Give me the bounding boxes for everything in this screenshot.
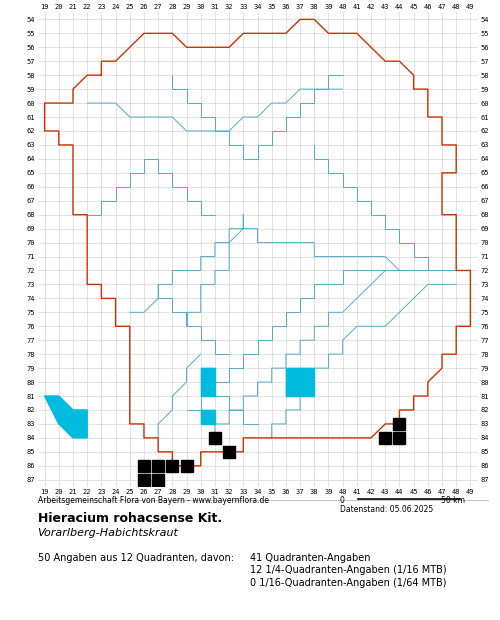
Polygon shape [200,382,215,396]
Bar [180,460,192,472]
Text: Datenstand: 05.06.2025: Datenstand: 05.06.2025 [340,505,433,515]
Text: 50 Angaben aus 12 Quadranten, davon:: 50 Angaben aus 12 Quadranten, davon: [38,553,234,563]
Bar [394,418,406,430]
Bar [209,432,221,444]
Polygon shape [200,410,215,424]
Text: 0 1/16-Quadranten-Angaben (1/64 MTB): 0 1/16-Quadranten-Angaben (1/64 MTB) [250,578,446,588]
Bar [138,460,150,472]
Polygon shape [286,368,314,396]
Bar [394,432,406,444]
Polygon shape [200,368,215,382]
Text: 50 km: 50 km [441,496,465,505]
Bar [166,460,178,472]
Bar [379,432,392,444]
Bar [152,460,164,472]
Text: 0: 0 [340,496,345,505]
Polygon shape [44,396,87,438]
Bar [223,446,235,458]
Bar [138,474,150,485]
Text: Arbeitsgemeinschaft Flora von Bayern - www.bayernflora.de: Arbeitsgemeinschaft Flora von Bayern - w… [38,496,268,505]
Text: 41 Quadranten-Angaben: 41 Quadranten-Angaben [250,553,370,563]
Text: Vorarlberg-Habichtskraut: Vorarlberg-Habichtskraut [38,528,178,538]
Text: 12 1/4-Quadranten-Angaben (1/16 MTB): 12 1/4-Quadranten-Angaben (1/16 MTB) [250,565,446,575]
Bar [152,474,164,485]
Text: Hieracium rohacsense Kit.: Hieracium rohacsense Kit. [38,512,222,525]
